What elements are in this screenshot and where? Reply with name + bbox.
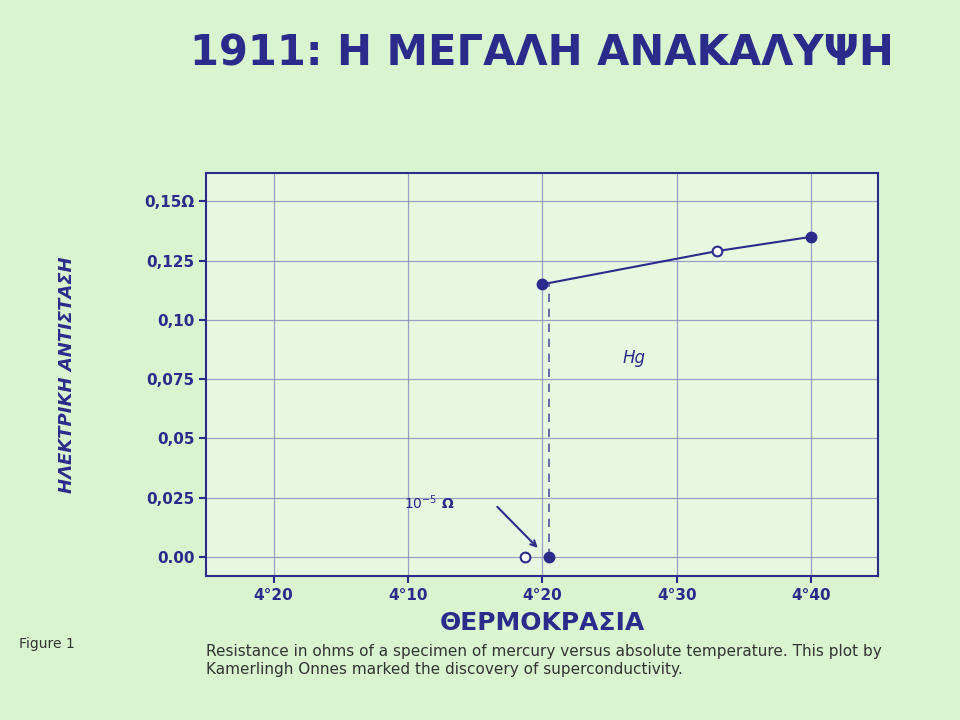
Text: 1911: Η ΜΕΓΑΛΗ ΑΝΑΚΑΛΥΨΗ: 1911: Η ΜΕΓΑΛΗ ΑΝΑΚΑΛΥΨΗ bbox=[190, 33, 895, 75]
Text: ΗΛΕΚΤΡΙΚΗ ΑΝΤΙΣΤΑΣΗ: ΗΛΕΚΤΡΙΚΗ ΑΝΤΙΣΤΑΣΗ bbox=[59, 256, 76, 492]
Text: Resistance in ohms of a specimen of mercury versus absolute temperature. This pl: Resistance in ohms of a specimen of merc… bbox=[206, 644, 882, 677]
Text: ΘΕΡΜΟΚΡΑΣΙΑ: ΘΕΡΜΟΚΡΑΣΙΑ bbox=[440, 611, 645, 635]
Text: Figure 1: Figure 1 bbox=[19, 637, 75, 651]
Text: $10^{-5}$ Ω: $10^{-5}$ Ω bbox=[404, 493, 455, 512]
Text: Hg: Hg bbox=[623, 348, 646, 366]
